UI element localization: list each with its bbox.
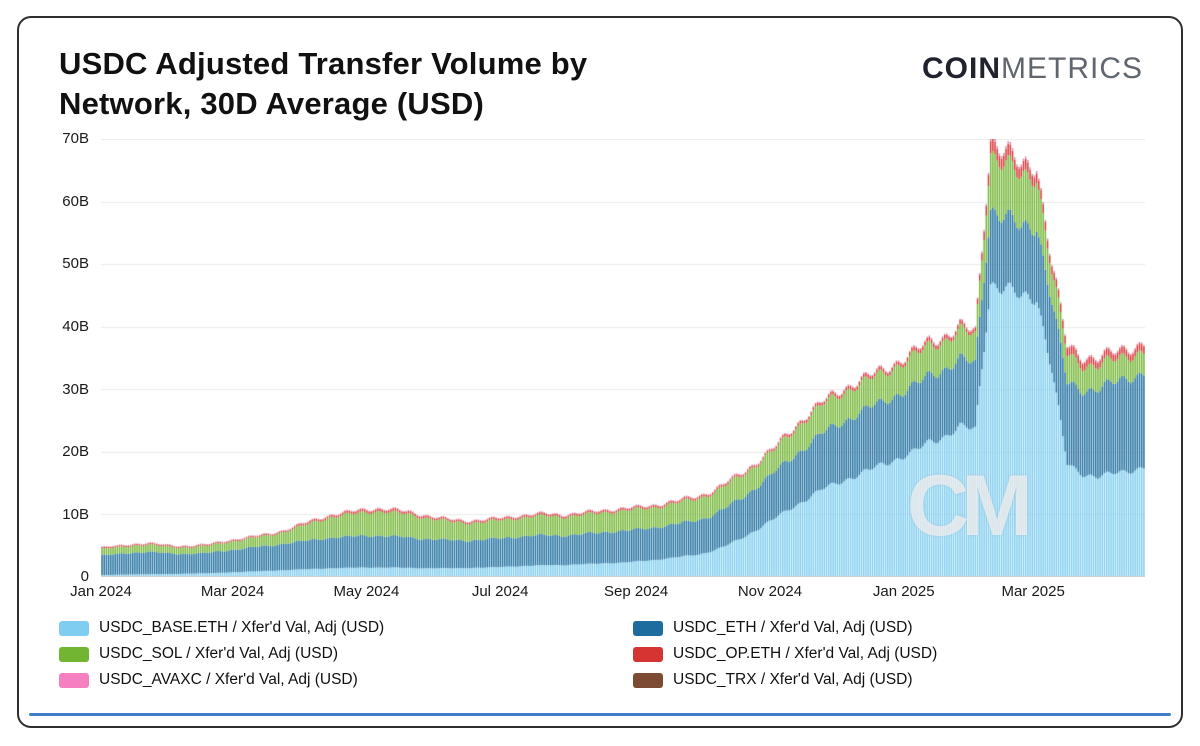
- legend-label: USDC_TRX / Xfer'd Val, Adj (USD): [673, 671, 913, 689]
- y-tick-label: 70B: [62, 130, 89, 148]
- legend-item[interactable]: USDC_TRX / Xfer'd Val, Adj (USD): [633, 671, 1181, 689]
- y-tick-label: 60B: [62, 192, 89, 210]
- x-tick-label: Mar 2025: [1001, 583, 1065, 601]
- y-tick-label: 30B: [62, 380, 89, 398]
- x-tick-label: May 2024: [333, 583, 400, 601]
- x-axis: Jan 2024 Mar 2024 May 2024 Jul 2024 Sep 2024…: [70, 583, 1145, 605]
- chart-area: 0 10B 20B 30B 40B 50B 60B 70B Jan 2024 Mar 2024 M…: [39, 130, 1161, 607]
- legend-label: USDC_SOL / Xfer'd Val, Adj (USD): [99, 645, 338, 663]
- legend-swatch: [59, 672, 89, 688]
- legend-item[interactable]: USDC_BASE.ETH / Xfer'd Val, Adj (USD): [59, 619, 633, 637]
- coinmetrics-logo: COINMETRICS: [922, 52, 1143, 86]
- legend-label: USDC_AVAXC / Xfer'd Val, Adj (USD): [99, 671, 358, 689]
- y-tick-label: 50B: [62, 255, 89, 273]
- y-tick-label: 10B: [62, 505, 89, 523]
- page-title: USDC Adjusted Transfer Volume by Network…: [59, 46, 588, 121]
- legend-swatch: [633, 620, 663, 636]
- chart-card: USDC Adjusted Transfer Volume by Network…: [17, 16, 1183, 728]
- x-tick-label: Jan 2024: [70, 583, 132, 601]
- legend: USDC_BASE.ETH / Xfer'd Val, Adj (USD) USD…: [59, 619, 1181, 689]
- x-tick-label: Nov 2024: [737, 583, 803, 601]
- y-axis: 0 10B 20B 30B 40B 50B 60B 70B: [39, 130, 95, 585]
- y-tick-label: 40B: [62, 318, 89, 336]
- chart-canvas[interactable]: [101, 139, 1145, 578]
- y-tick-label: 0: [80, 568, 89, 586]
- legend-item[interactable]: USDC_ETH / Xfer'd Val, Adj (USD): [633, 619, 1181, 637]
- header: USDC Adjusted Transfer Volume by Network…: [19, 18, 1181, 123]
- legend-item[interactable]: USDC_OP.ETH / Xfer'd Val, Adj (USD): [633, 645, 1181, 663]
- legend-label: USDC_OP.ETH / Xfer'd Val, Adj (USD): [673, 645, 938, 663]
- legend-label: USDC_BASE.ETH / Xfer'd Val, Adj (USD): [99, 619, 385, 637]
- x-tick-label: Jul 2024: [471, 583, 529, 601]
- x-tick-label: Jan 2025: [872, 583, 935, 601]
- x-tick-label: Mar 2024: [200, 583, 265, 601]
- legend-swatch: [59, 620, 89, 636]
- legend-swatch: [633, 646, 663, 662]
- footer-rule: [29, 713, 1171, 716]
- logo-metrics-text: METRICS: [1001, 52, 1143, 85]
- legend-swatch: [59, 646, 89, 662]
- y-tick-label: 20B: [62, 443, 89, 461]
- x-tick-label: Sep 2024: [604, 583, 669, 601]
- legend-swatch: [633, 672, 663, 688]
- logo-coin-text: COIN: [922, 52, 1001, 85]
- legend-item[interactable]: USDC_SOL / Xfer'd Val, Adj (USD): [59, 645, 633, 663]
- legend-label: USDC_ETH / Xfer'd Val, Adj (USD): [673, 619, 913, 637]
- legend-item[interactable]: USDC_AVAXC / Xfer'd Val, Adj (USD): [59, 671, 633, 689]
